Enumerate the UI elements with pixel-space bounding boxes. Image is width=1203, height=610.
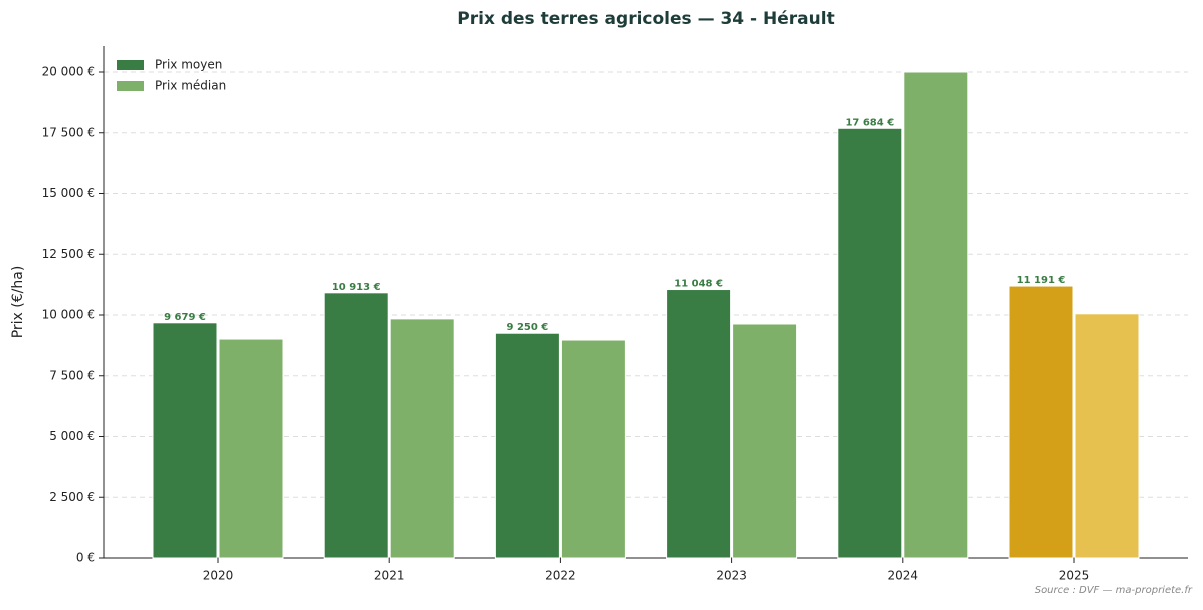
bar [152,322,218,559]
x-tick-label: 2025 [1059,569,1090,583]
bar [389,318,455,559]
y-tick-label: 20 000 € [42,65,95,79]
bar [323,292,389,559]
bar [837,127,903,559]
bar [666,289,732,559]
bar [1074,313,1140,559]
source-note: Source : DVF — ma-propriete.fr [1035,585,1193,596]
y-tick-label: 12 500 € [42,247,95,261]
value-label: 11 048 € [674,279,723,290]
legend-label: Prix moyen [155,58,222,72]
value-label: 9 679 € [164,312,206,323]
chart-title: Prix des terres agricoles — 34 - Hérault [457,9,834,29]
x-tick-label: 2022 [545,569,576,583]
bar [494,332,560,559]
bar [218,338,284,559]
legend-swatch [117,60,144,70]
value-label: 17 684 € [845,117,894,128]
value-label: 9 250 € [507,322,549,333]
legend-swatch [117,81,144,91]
x-tick-label: 2023 [716,569,747,583]
y-tick-label: 7 500 € [49,368,95,382]
x-tick-label: 2024 [888,569,919,583]
y-tick-label: 17 500 € [42,125,95,139]
x-tick-label: 2020 [203,569,234,583]
value-label: 11 191 € [1017,275,1066,286]
y-tick-label: 15 000 € [42,186,95,200]
bar [1008,285,1074,559]
bar [903,71,969,559]
y-axis-label: Prix (€/ha) [10,266,26,339]
legend-label: Prix médian [155,79,226,93]
value-label: 10 913 € [332,282,381,293]
y-tick-label: 5 000 € [49,429,95,443]
bar [560,339,626,559]
y-tick-label: 10 000 € [42,308,95,322]
bar [732,323,798,559]
x-tick-label: 2021 [374,569,405,583]
y-tick-label: 0 € [76,551,95,565]
y-tick-label: 2 500 € [49,490,95,504]
